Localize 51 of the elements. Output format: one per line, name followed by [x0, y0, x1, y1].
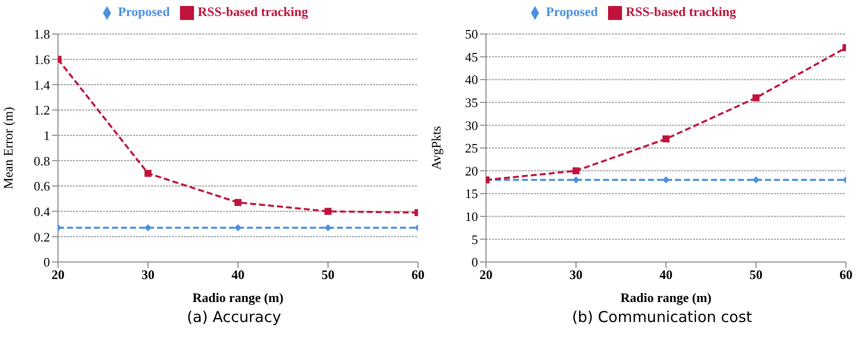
point — [662, 135, 670, 142]
legend-label: RSS-based tracking — [626, 4, 736, 19]
y-tick-label: 1.2 — [34, 102, 50, 118]
x-tick-label: 30 — [142, 267, 154, 282]
point — [572, 176, 580, 184]
legend-label: Proposed — [118, 4, 170, 19]
point — [752, 94, 760, 102]
y-tick-label: 30 — [465, 118, 478, 133]
y-axis-title: Mean Error (m) — [0, 106, 16, 190]
y-tick-label: 0.8 — [34, 153, 50, 168]
point — [144, 224, 152, 232]
point — [572, 167, 580, 174]
x-axis-title: Radio range (m) — [620, 290, 712, 305]
y-tick-label: 5 — [472, 232, 478, 247]
point — [324, 208, 332, 215]
y-tick-label: 0 — [472, 254, 478, 270]
text: (b) Communication cost — [570, 308, 754, 326]
point — [144, 170, 152, 177]
point — [234, 198, 242, 206]
x-tick-label: 50 — [322, 267, 334, 282]
x-axis-title: Radio range (m) — [192, 290, 284, 305]
y-tick-label: 20 — [465, 163, 478, 178]
text: (a) Accuracy — [186, 308, 282, 326]
y-tick-label: 40 — [465, 72, 478, 88]
y-tick-label: 10 — [465, 209, 478, 224]
x-tick-label: 50 — [750, 267, 762, 282]
legend-label: RSS-based tracking — [198, 4, 308, 19]
y-tick-label: 0.4 — [34, 204, 50, 219]
y-tick-label: 1.8 — [34, 26, 50, 42]
y-tick-label: 1 — [44, 128, 50, 143]
y-tick-label: 0.6 — [34, 178, 50, 194]
y-tick-label: 15 — [465, 186, 478, 202]
y-axis-title: AvgPkts — [428, 126, 444, 170]
y-tick-label: 0 — [44, 254, 50, 270]
point — [662, 176, 670, 184]
x-tick-label: 40 — [660, 267, 672, 282]
point — [234, 224, 242, 232]
x-tick-label: 60 — [840, 267, 852, 282]
y-tick-label: 1.6 — [34, 52, 50, 67]
y-tick-label: 35 — [465, 95, 478, 110]
x-tick-label: 60 — [412, 267, 424, 282]
legend-label: Proposed — [546, 4, 598, 19]
y-tick-label: 25 — [465, 140, 478, 156]
y-tick-label: 45 — [465, 49, 478, 64]
x-tick-label: 30 — [570, 267, 582, 282]
x-tick-label: 40 — [232, 267, 244, 282]
y-tick-label: 0.2 — [34, 229, 50, 244]
y-tick-label: 1.4 — [34, 77, 50, 92]
point — [324, 224, 332, 232]
y-tick-label: 50 — [465, 26, 478, 42]
point — [752, 176, 760, 184]
